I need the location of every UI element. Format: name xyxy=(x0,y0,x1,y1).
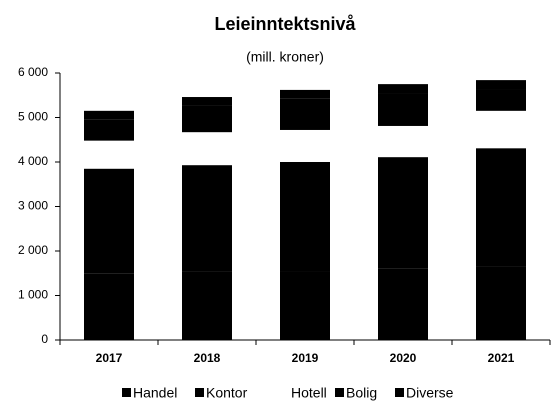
bar-segment xyxy=(378,93,428,126)
chart-subtitle: (mill. kroner) xyxy=(246,49,324,65)
bar-segment xyxy=(84,273,134,340)
bar-segment xyxy=(476,80,526,90)
legend-label: Kontor xyxy=(206,385,248,401)
bar-segment xyxy=(84,119,134,141)
bar-segment xyxy=(378,268,428,340)
y-tick-label: 5 000 xyxy=(18,110,48,124)
bar-segment xyxy=(84,168,134,274)
y-tick-label: 1 000 xyxy=(18,288,48,302)
legend-swatch xyxy=(280,388,289,397)
bar-segment xyxy=(280,89,330,99)
bar-segment xyxy=(182,105,232,133)
legend-swatch xyxy=(395,388,404,397)
legend-label: Hotell xyxy=(291,385,327,401)
legend-swatch xyxy=(335,388,344,397)
y-tick-label: 6 000 xyxy=(18,65,48,79)
legend-label: Bolig xyxy=(346,385,377,401)
bar-segment xyxy=(182,271,232,340)
bar-segment xyxy=(84,110,134,120)
chart-title: Leieinntektsnivå xyxy=(214,14,356,34)
x-tick-label: 2018 xyxy=(194,351,221,365)
bar-segment xyxy=(476,266,526,340)
y-tick-label: 4 000 xyxy=(18,154,48,168)
bar-segment xyxy=(476,110,526,149)
bar-segment xyxy=(182,97,232,106)
bar-segment xyxy=(476,89,526,111)
bar-segment xyxy=(378,125,428,158)
x-tick-label: 2021 xyxy=(488,351,515,365)
bar-segment xyxy=(378,157,428,269)
y-tick-label: 3 000 xyxy=(18,199,48,213)
bar-segment xyxy=(280,98,330,130)
y-tick-label: 2 000 xyxy=(18,243,48,257)
y-tick-label: 0 xyxy=(41,332,48,346)
bar-segment xyxy=(280,129,330,162)
bar-segment xyxy=(182,132,232,166)
x-tick-label: 2020 xyxy=(390,351,417,365)
bar-segment xyxy=(280,162,330,272)
x-tick-label: 2017 xyxy=(96,351,123,365)
x-tick-label: 2019 xyxy=(292,351,319,365)
legend-label: Diverse xyxy=(406,385,454,401)
bar-segment xyxy=(378,84,428,94)
bar-segment xyxy=(84,140,134,169)
bar-segment xyxy=(476,148,526,267)
bar-segment xyxy=(280,271,330,340)
legend-swatch xyxy=(122,388,131,397)
legend-label: Handel xyxy=(133,385,177,401)
legend-swatch xyxy=(195,388,204,397)
bar-segment xyxy=(182,165,232,272)
